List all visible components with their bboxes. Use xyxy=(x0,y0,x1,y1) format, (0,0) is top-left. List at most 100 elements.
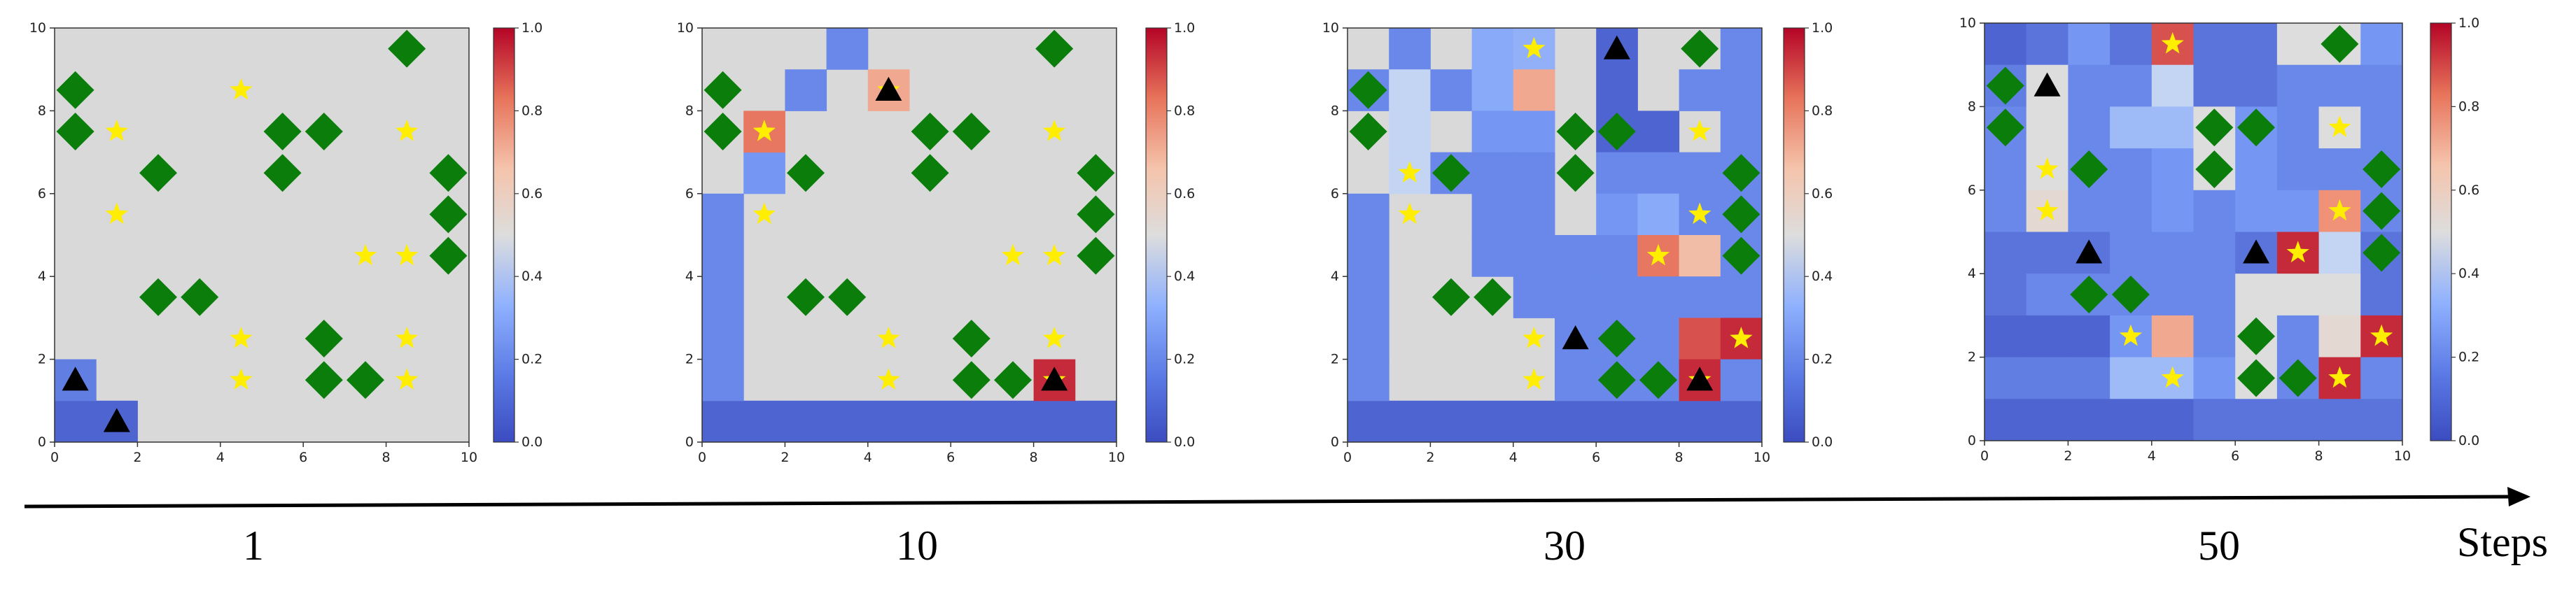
diamond-marker xyxy=(56,113,94,150)
diamond-marker xyxy=(994,361,1032,399)
heatmap-cell xyxy=(702,193,744,236)
heatmap-cell xyxy=(1984,232,2027,274)
x-tick-label: 2 xyxy=(133,450,141,465)
diamond-marker xyxy=(1349,71,1387,109)
x-tick-label: 2 xyxy=(1426,450,1434,465)
y-tick-label: 0 xyxy=(1331,434,1339,450)
y-tick-label: 4 xyxy=(1968,266,1976,281)
heatmap-cell xyxy=(1596,400,1638,443)
colorbar-tick-label: 0.8 xyxy=(1812,103,1833,118)
y-tick-label: 2 xyxy=(1331,352,1339,367)
diamond-marker xyxy=(2237,359,2276,397)
heatmap-cell xyxy=(2110,357,2152,399)
heatmap-cell xyxy=(2151,399,2194,441)
heatmap-cell xyxy=(2151,190,2194,232)
diamond-marker xyxy=(2070,276,2108,314)
diamond-marker xyxy=(952,361,990,399)
heatmap-cell xyxy=(1555,359,1597,402)
x-tick-label: 0 xyxy=(1343,450,1352,465)
star-marker xyxy=(1001,243,1025,266)
diamond-marker xyxy=(304,113,343,150)
heatmap-cell xyxy=(2360,357,2403,399)
diamond-marker xyxy=(952,320,990,357)
heatmap-cell xyxy=(2110,190,2152,232)
diamond-marker xyxy=(2237,108,2276,147)
heatmap-cell xyxy=(1596,152,1638,194)
x-tick-label: 4 xyxy=(1509,450,1518,465)
heatmap-cell xyxy=(1720,359,1763,402)
heatmap-cell xyxy=(1720,400,1763,443)
panel-step-50: 0 2 4 6 8 10 0 2 4 6 8 10 0.0 0.2 0.4 0.6 0.8 1.0 50 xyxy=(1959,15,2479,569)
heatmap-cell xyxy=(2068,23,2110,66)
colorbar-tick-label: 1.0 xyxy=(522,20,542,36)
heatmap-cell xyxy=(1074,400,1117,443)
diamond-marker xyxy=(2362,234,2401,272)
steps-axis: Steps xyxy=(24,487,2548,565)
heatmap-cell xyxy=(1348,235,1390,277)
heatmap-cell xyxy=(2360,64,2403,107)
diamond-marker xyxy=(2278,359,2317,397)
heatmap-cell xyxy=(2110,64,2152,107)
heatmap-cell xyxy=(2193,64,2236,107)
diamond-marker xyxy=(2195,108,2234,147)
heatmap-cell xyxy=(909,400,951,443)
heatmap-cell xyxy=(2068,399,2110,441)
star-marker xyxy=(1043,243,1066,266)
diamond-marker xyxy=(2195,150,2234,188)
heatmap-cell xyxy=(2235,23,2278,66)
heatmap-cell xyxy=(2026,106,2068,149)
heatmap-cell xyxy=(1637,152,1680,194)
heatmap-cell xyxy=(1471,111,1514,153)
heatmap-cell xyxy=(2276,148,2320,191)
diamond-marker xyxy=(787,278,825,316)
x-tick-label: 6 xyxy=(1592,450,1600,465)
star-marker xyxy=(2286,241,2309,263)
diamond-marker xyxy=(56,71,94,109)
y-tick-label: 2 xyxy=(38,352,46,367)
colorbar-tick-label: 0.0 xyxy=(1174,434,1195,450)
heatmap-cell xyxy=(826,400,869,443)
colorbar xyxy=(1783,27,1805,443)
x-tick-label: 8 xyxy=(1675,450,1684,465)
diamond-marker xyxy=(1597,361,1636,399)
steps-axis-word: Steps xyxy=(2457,519,2548,565)
x-tick-label: 0 xyxy=(1980,448,1989,464)
diamond-marker xyxy=(1722,195,1760,234)
heatmap-cell xyxy=(2235,274,2278,316)
heatmap-cell xyxy=(2193,190,2236,232)
star-marker xyxy=(1522,36,1546,59)
heatmap-cell xyxy=(1637,400,1680,443)
heatmap-cell xyxy=(1984,315,2027,358)
heatmap-cell xyxy=(1679,318,1721,360)
heatmap-cell xyxy=(2110,23,2152,66)
heatmap-cell xyxy=(2026,232,2068,274)
diamond-marker xyxy=(2320,24,2359,63)
diamond-marker xyxy=(2362,192,2401,230)
heatmap-cell xyxy=(702,318,744,360)
heatmap-cell xyxy=(2193,399,2236,441)
heatmap-cell xyxy=(2151,148,2194,191)
diamond-marker xyxy=(911,113,949,150)
star-marker xyxy=(105,120,128,141)
heatmap-cell xyxy=(2193,232,2236,274)
heatmap-cell xyxy=(2151,232,2194,274)
heatmap-cell xyxy=(702,359,744,402)
y-tick-label: 10 xyxy=(1959,15,1976,31)
diamond-marker xyxy=(429,154,468,192)
diamond-marker xyxy=(1722,154,1760,192)
heatmap-cell xyxy=(1348,318,1390,360)
triangle-marker xyxy=(2076,239,2103,264)
heatmap-cell xyxy=(2318,399,2361,441)
heatmap-cell xyxy=(1720,28,1763,70)
x-tick-label: 10 xyxy=(1108,450,1125,465)
plot-frame xyxy=(1984,22,2403,441)
heatmap-cell xyxy=(2068,106,2110,149)
colorbar-tick-label: 1.0 xyxy=(1174,20,1195,36)
heatmap-cell xyxy=(1389,28,1431,70)
x-tick-label: 10 xyxy=(2394,448,2411,464)
colorbar xyxy=(2430,22,2452,441)
triangle-marker xyxy=(1562,325,1589,350)
heatmap-cell xyxy=(2026,399,2068,441)
diamond-marker xyxy=(952,113,990,150)
colorbar-tick-label: 1.0 xyxy=(1812,20,1833,36)
